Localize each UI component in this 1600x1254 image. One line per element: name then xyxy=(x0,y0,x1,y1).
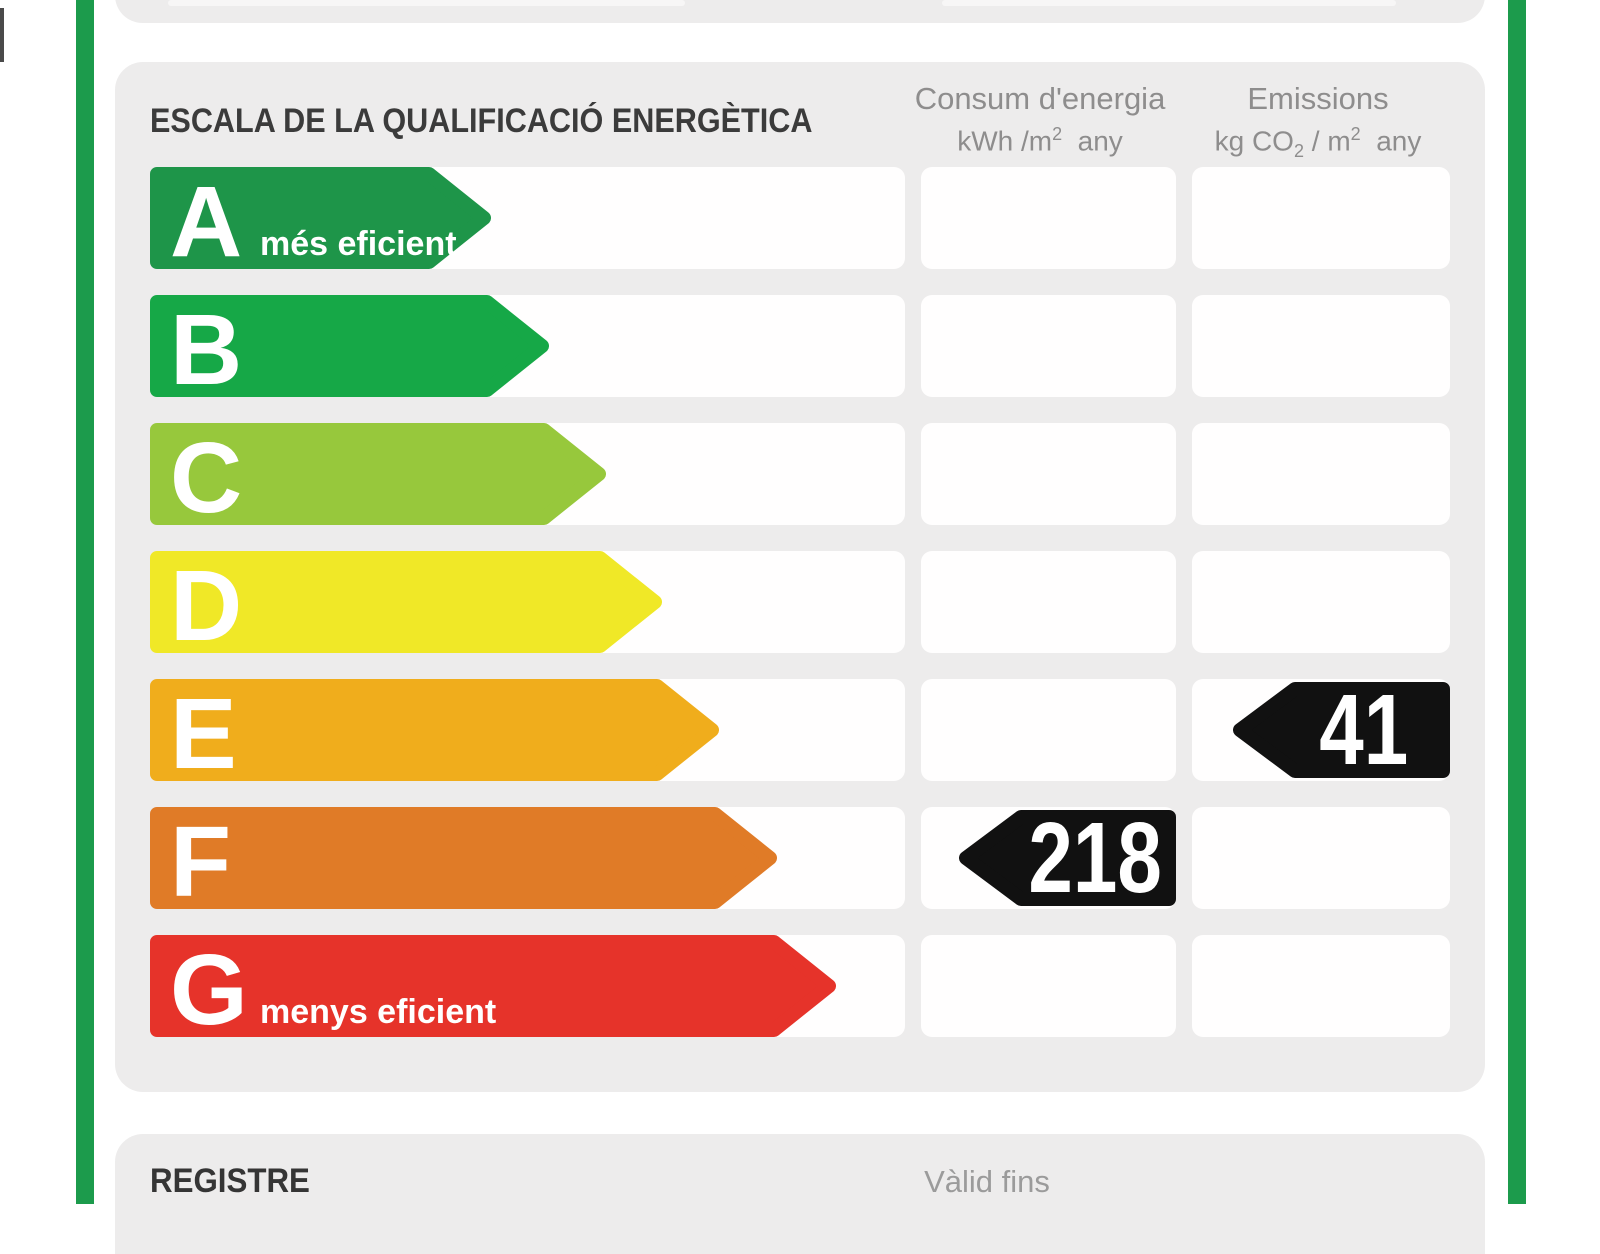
emissions-cell xyxy=(1192,423,1450,525)
consum-value: 218 xyxy=(1028,802,1162,914)
consum-column-unit: kWh /m2 any xyxy=(957,124,1123,157)
rating-row-a: A més eficient xyxy=(115,166,1485,278)
rating-letter: A xyxy=(170,166,243,278)
registre-label: REGISTRE xyxy=(150,1162,310,1200)
emissions-cell xyxy=(1192,807,1450,909)
consum-cell xyxy=(921,551,1176,653)
section-title: ESCALA DE LA QUALIFICACIÓ ENERGÈTICA xyxy=(150,102,813,140)
scale-cell: A més eficient xyxy=(150,166,905,278)
emissions-cell xyxy=(1192,295,1450,397)
rating-letter: G xyxy=(170,934,248,1046)
energy-certificate-page: ESCALA DE LA QUALIFICACIÓ ENERGÈTICA Con… xyxy=(0,0,1526,1254)
remnant-white-strip xyxy=(942,0,1396,6)
emissions-value-marker: 41 xyxy=(1233,674,1450,786)
right-green-border xyxy=(1508,0,1526,1204)
emissions-cell xyxy=(1192,935,1450,1037)
emissions-column-unit: kg CO2 / m2 any xyxy=(1214,124,1422,162)
emissions-column-title: Emissions xyxy=(1247,81,1389,116)
scale-cell: G menys eficient xyxy=(150,934,905,1046)
consum-value-marker: 218 xyxy=(959,802,1176,914)
consum-cell: 218 xyxy=(921,807,1176,909)
consum-column-title: Consum d'energia xyxy=(914,81,1166,116)
rating-row-f: F 218 xyxy=(115,806,1485,918)
rating-note: més eficient xyxy=(260,225,457,263)
remnant-white-strip xyxy=(168,0,685,6)
rating-arrow xyxy=(150,679,719,781)
emissions-cell: 41 xyxy=(1192,679,1450,781)
rating-row-d: D xyxy=(115,550,1485,662)
emissions-value: 41 xyxy=(1319,674,1408,786)
black-left-arrow xyxy=(1233,682,1450,778)
rating-note: menys eficient xyxy=(260,993,497,1031)
rating-letter: C xyxy=(170,422,243,534)
rating-letter: E xyxy=(170,678,237,790)
consum-column-header: Consum d'energia kWh /m2 any xyxy=(880,81,1200,157)
rating-arrow xyxy=(150,295,549,397)
valid-fins-label: Vàlid fins xyxy=(924,1164,1050,1199)
rating-arrow xyxy=(150,807,777,909)
rating-row-b: B xyxy=(115,294,1485,406)
scale-cell: F xyxy=(150,806,905,918)
consum-cell xyxy=(921,423,1176,525)
rating-row-e: E 41 xyxy=(115,678,1485,790)
consum-cell xyxy=(921,167,1176,269)
page-edge-mark xyxy=(0,8,4,62)
scale-cell: D xyxy=(150,550,905,662)
left-green-border xyxy=(76,0,94,1204)
emissions-cell xyxy=(1192,167,1450,269)
rating-arrow xyxy=(150,935,836,1037)
registre-panel: REGISTRE Vàlid fins xyxy=(115,1134,1485,1254)
scale-cell: B xyxy=(150,294,905,406)
rating-arrow xyxy=(150,423,606,525)
scale-cell: C xyxy=(150,422,905,534)
previous-section-panel-remnant xyxy=(115,0,1485,23)
energy-scale-panel: ESCALA DE LA QUALIFICACIÓ ENERGÈTICA Con… xyxy=(115,62,1485,1092)
rating-arrow xyxy=(150,551,662,653)
consum-cell xyxy=(921,295,1176,397)
emissions-cell xyxy=(1192,551,1450,653)
rating-letter: B xyxy=(170,294,243,406)
rating-letter: F xyxy=(170,806,232,918)
rating-arrow xyxy=(150,167,491,269)
scale-cell: E xyxy=(150,678,905,790)
rating-letter: D xyxy=(170,550,243,662)
consum-cell xyxy=(921,679,1176,781)
consum-cell xyxy=(921,935,1176,1037)
emissions-column-header: Emissions kg CO2 / m2 any xyxy=(1158,81,1478,162)
black-left-arrow xyxy=(959,810,1176,906)
rating-row-g: G menys eficient xyxy=(115,934,1485,1046)
rating-row-c: C xyxy=(115,422,1485,534)
